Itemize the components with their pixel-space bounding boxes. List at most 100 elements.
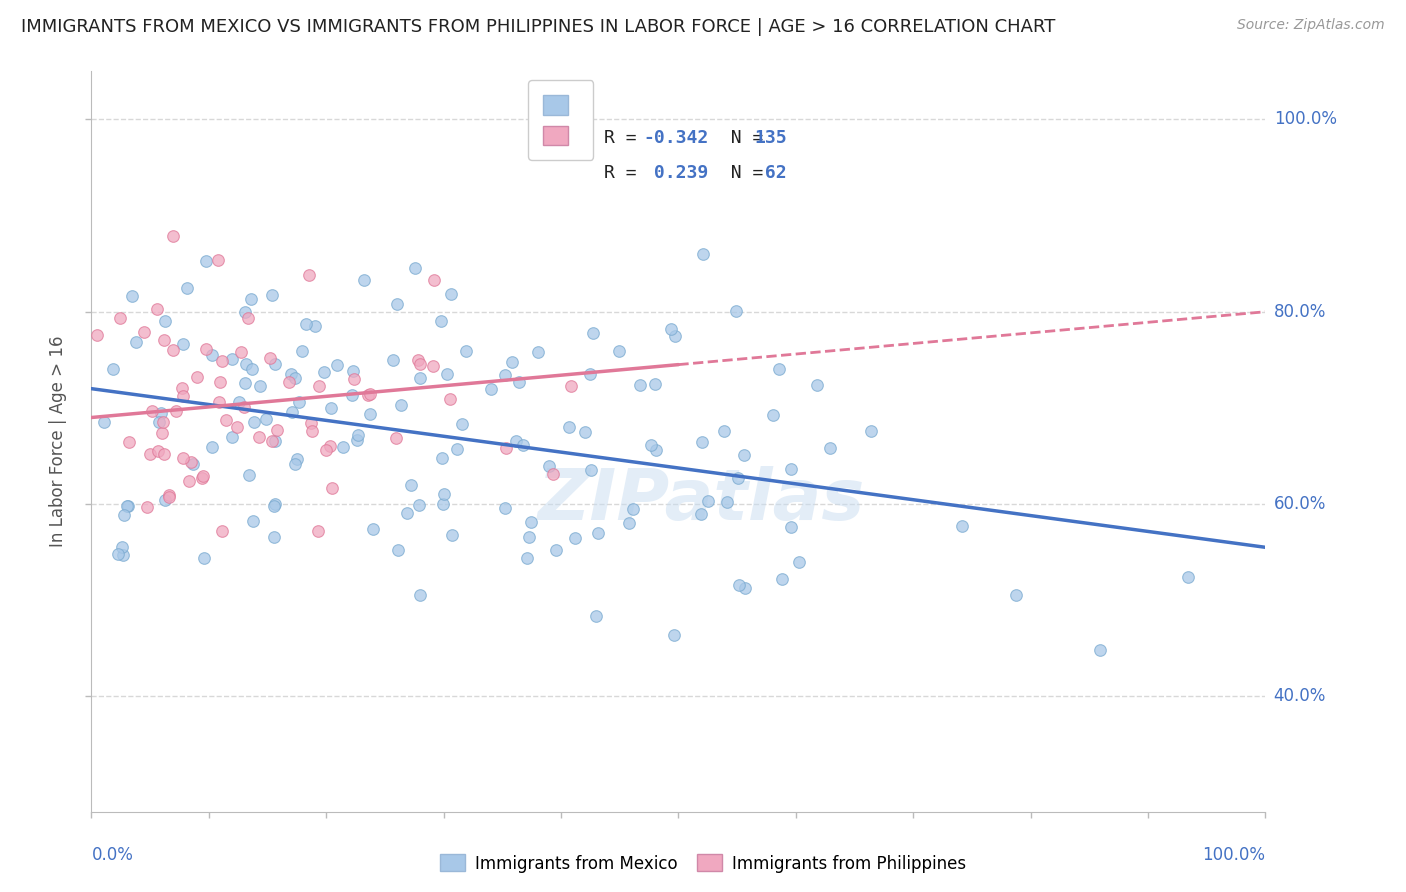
Point xyxy=(235,305,257,319)
Point xyxy=(727,578,749,592)
Point xyxy=(697,494,720,508)
Point xyxy=(326,358,349,372)
Point xyxy=(340,387,363,401)
Point xyxy=(211,354,233,368)
Point xyxy=(107,547,129,561)
Point xyxy=(295,317,318,331)
Point xyxy=(266,423,288,437)
Point xyxy=(307,524,329,538)
Point xyxy=(725,304,748,318)
Text: 0.239: 0.239 xyxy=(643,164,709,182)
Point xyxy=(281,405,304,419)
Point xyxy=(1177,569,1199,583)
Point xyxy=(181,457,204,471)
Point xyxy=(546,543,568,558)
Point xyxy=(806,378,828,392)
Point xyxy=(238,467,260,482)
Text: N =: N = xyxy=(709,164,775,182)
Point xyxy=(537,459,560,474)
Text: -0.342: -0.342 xyxy=(643,129,709,147)
Point xyxy=(264,497,287,511)
Point xyxy=(607,343,630,358)
Point xyxy=(408,588,430,602)
Point xyxy=(664,628,686,642)
Point xyxy=(762,408,785,422)
Point xyxy=(139,447,162,461)
Point xyxy=(315,442,337,457)
Point xyxy=(162,343,184,357)
Point xyxy=(263,499,285,513)
Point xyxy=(644,377,666,392)
Point xyxy=(408,498,430,512)
Point xyxy=(432,497,454,511)
Point xyxy=(141,404,163,418)
Point xyxy=(359,407,381,421)
Point xyxy=(734,582,756,596)
Point xyxy=(260,288,283,302)
Point xyxy=(586,526,609,541)
Point xyxy=(359,387,381,401)
Point xyxy=(263,530,285,544)
Point xyxy=(520,515,543,529)
Point xyxy=(228,394,250,409)
Point xyxy=(353,273,375,287)
Point xyxy=(818,442,841,456)
Point xyxy=(342,372,364,386)
Point xyxy=(284,457,307,471)
Point xyxy=(221,430,243,444)
Point xyxy=(291,343,314,358)
Legend: , : , xyxy=(529,80,593,160)
Point xyxy=(479,382,502,396)
Text: R =: R = xyxy=(603,164,647,182)
Text: 40.0%: 40.0% xyxy=(1274,688,1326,706)
Point xyxy=(232,401,254,415)
Point xyxy=(406,353,429,368)
Point xyxy=(304,319,326,334)
Point xyxy=(150,425,173,440)
Point xyxy=(779,520,801,534)
Point xyxy=(153,314,176,328)
Point xyxy=(121,288,143,302)
Point xyxy=(153,333,176,347)
Point xyxy=(247,430,270,444)
Point xyxy=(690,434,713,449)
Point xyxy=(135,500,157,515)
Point xyxy=(387,542,409,557)
Point xyxy=(441,528,464,542)
Point xyxy=(690,507,713,521)
Point xyxy=(780,462,803,476)
Point xyxy=(579,463,602,477)
Point xyxy=(433,487,456,501)
Point xyxy=(404,261,426,276)
Point xyxy=(284,370,307,384)
Point xyxy=(179,474,201,488)
Point xyxy=(659,321,682,335)
Point xyxy=(713,424,735,438)
Point xyxy=(494,368,516,382)
Text: R =: R = xyxy=(603,129,647,147)
Point xyxy=(172,450,194,465)
Point xyxy=(111,540,134,554)
Point xyxy=(384,431,406,445)
Point xyxy=(361,522,384,536)
Point xyxy=(519,530,541,544)
Point xyxy=(262,434,284,449)
Text: ZIPatlas: ZIPatlas xyxy=(538,467,866,535)
Point xyxy=(579,368,602,382)
Point xyxy=(201,348,224,362)
Point xyxy=(621,501,644,516)
Point xyxy=(209,376,232,390)
Point xyxy=(432,450,454,465)
Point xyxy=(153,447,176,461)
Text: N =: N = xyxy=(709,129,775,147)
Point xyxy=(125,334,148,349)
Point xyxy=(264,357,287,371)
Point xyxy=(321,481,343,495)
Point xyxy=(321,401,343,416)
Point xyxy=(132,325,155,339)
Point xyxy=(299,416,322,430)
Point xyxy=(170,381,193,395)
Point xyxy=(385,297,408,311)
Point xyxy=(1088,643,1111,657)
Point xyxy=(347,428,370,442)
